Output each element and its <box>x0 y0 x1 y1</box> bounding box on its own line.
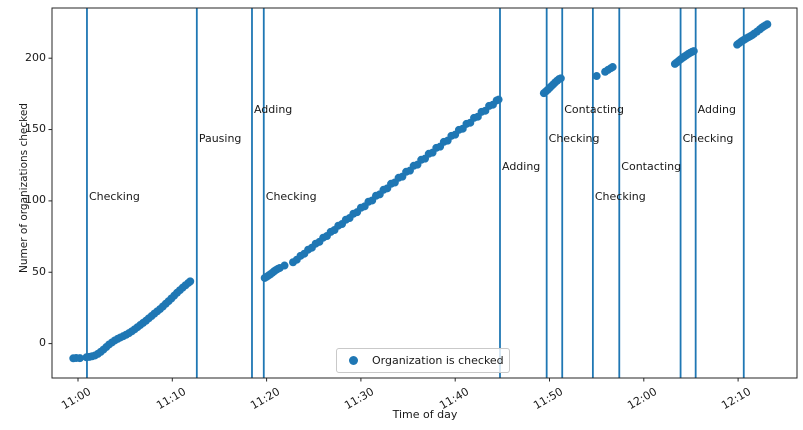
legend-label: Organization is checked <box>372 354 504 367</box>
data-point <box>763 20 772 29</box>
data-point <box>592 72 601 81</box>
legend-marker-icon <box>349 356 358 365</box>
data-point <box>556 74 565 83</box>
data-point <box>75 354 84 363</box>
data-point <box>689 47 698 56</box>
legend: Organization is checked <box>336 348 510 373</box>
data-point <box>280 261 289 270</box>
y-axis-label: Numer of organizations checked <box>18 103 30 273</box>
data-point <box>186 277 195 286</box>
data-point <box>494 95 503 104</box>
axes-spines <box>51 7 798 379</box>
data-point <box>608 63 617 72</box>
x-axis-label: Time of day <box>392 408 458 421</box>
